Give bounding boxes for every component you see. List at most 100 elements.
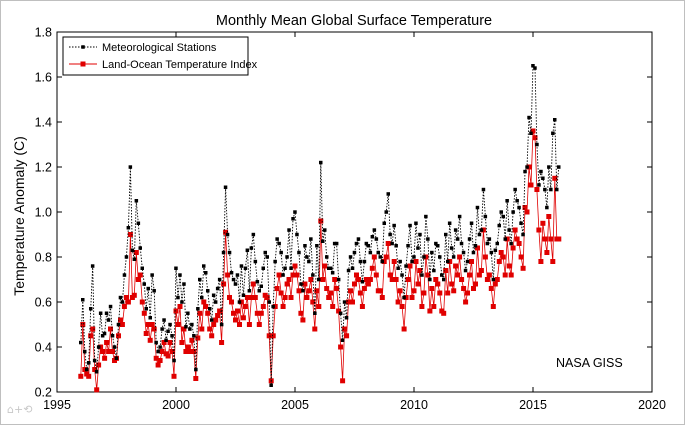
data-point <box>529 131 533 135</box>
data-point <box>381 259 387 264</box>
data-point <box>154 340 158 345</box>
data-point <box>322 263 328 269</box>
data-point <box>127 232 133 237</box>
data-point <box>518 254 524 260</box>
data-point <box>340 338 345 342</box>
data-point <box>241 293 246 297</box>
data-point <box>506 263 512 269</box>
data-point <box>350 266 355 270</box>
data-point <box>221 250 226 255</box>
data-point <box>147 337 153 343</box>
data-point <box>180 300 184 304</box>
data-point <box>398 259 402 264</box>
data-point <box>311 273 315 277</box>
data-point <box>195 335 201 341</box>
data-point <box>325 255 329 259</box>
data-point <box>229 271 234 275</box>
data-point <box>516 241 522 246</box>
data-point <box>534 187 540 192</box>
data-point <box>431 304 437 309</box>
data-point <box>144 307 148 311</box>
data-point <box>151 326 157 332</box>
data-point <box>463 299 469 305</box>
data-point <box>551 131 555 135</box>
data-point <box>271 304 275 309</box>
data-point <box>548 236 554 242</box>
data-point <box>201 299 207 305</box>
data-point <box>358 259 363 264</box>
y-tick-label: 0.8 <box>35 251 52 265</box>
data-point <box>189 337 195 343</box>
data-point <box>504 236 510 242</box>
data-point <box>430 250 434 255</box>
data-point <box>324 286 330 291</box>
data-point <box>100 334 105 338</box>
data-point <box>443 268 449 273</box>
data-point <box>219 340 225 345</box>
data-point <box>260 304 266 309</box>
data-point <box>512 227 518 233</box>
data-point <box>221 281 227 287</box>
data-point <box>172 358 176 363</box>
axis-ticks: 1995 2000 2005 2010 2015 2020 0.2 0.4 0.6 0.8 1.0 1… <box>35 26 666 413</box>
data-point <box>531 64 535 68</box>
data-point <box>209 333 215 339</box>
data-point <box>225 272 231 278</box>
data-point <box>412 255 416 259</box>
data-point <box>313 311 317 315</box>
data-point <box>251 232 256 237</box>
data-point <box>161 340 167 345</box>
data-point <box>157 358 163 363</box>
data-point <box>135 277 141 282</box>
y-tick-label: 0.6 <box>35 296 52 310</box>
data-point <box>497 223 501 228</box>
data-point <box>290 272 296 278</box>
data-point <box>138 246 142 250</box>
data-point <box>235 273 240 277</box>
y-tick-label: 1.0 <box>35 206 52 220</box>
data-point <box>131 292 137 298</box>
data-point <box>92 358 97 363</box>
data-point <box>175 322 181 327</box>
data-point <box>499 210 503 214</box>
data-point <box>233 317 238 323</box>
data-point <box>338 311 343 315</box>
data-point <box>90 264 95 268</box>
data-point <box>346 299 351 305</box>
data-point <box>191 349 197 354</box>
data-point <box>110 349 115 354</box>
data-point <box>338 344 344 350</box>
data-point <box>143 331 149 336</box>
data-point <box>106 318 111 322</box>
data-point <box>406 244 410 248</box>
y-tick-label: 1.8 <box>35 26 52 40</box>
data-point <box>213 317 219 323</box>
data-point <box>377 288 383 294</box>
data-point <box>399 304 405 309</box>
data-point <box>206 289 210 293</box>
data-point <box>451 288 457 294</box>
data-point <box>424 214 428 219</box>
data-point <box>307 259 311 264</box>
data-point <box>492 281 498 287</box>
data-point <box>346 268 351 273</box>
data-point <box>549 187 553 192</box>
data-point <box>485 241 490 246</box>
data-point <box>445 290 451 296</box>
data-point <box>125 299 131 305</box>
data-point <box>149 322 155 327</box>
y-tick-label: 1.6 <box>35 71 52 85</box>
data-point <box>401 326 407 332</box>
data-point <box>484 277 490 282</box>
data-point <box>281 273 285 277</box>
data-point <box>493 248 498 252</box>
data-point <box>487 237 492 241</box>
data-point <box>233 282 238 286</box>
y-tick-label: 1.2 <box>35 161 52 175</box>
data-point <box>98 344 104 350</box>
data-point <box>427 308 433 314</box>
data-point <box>446 259 450 264</box>
data-point <box>501 214 505 219</box>
